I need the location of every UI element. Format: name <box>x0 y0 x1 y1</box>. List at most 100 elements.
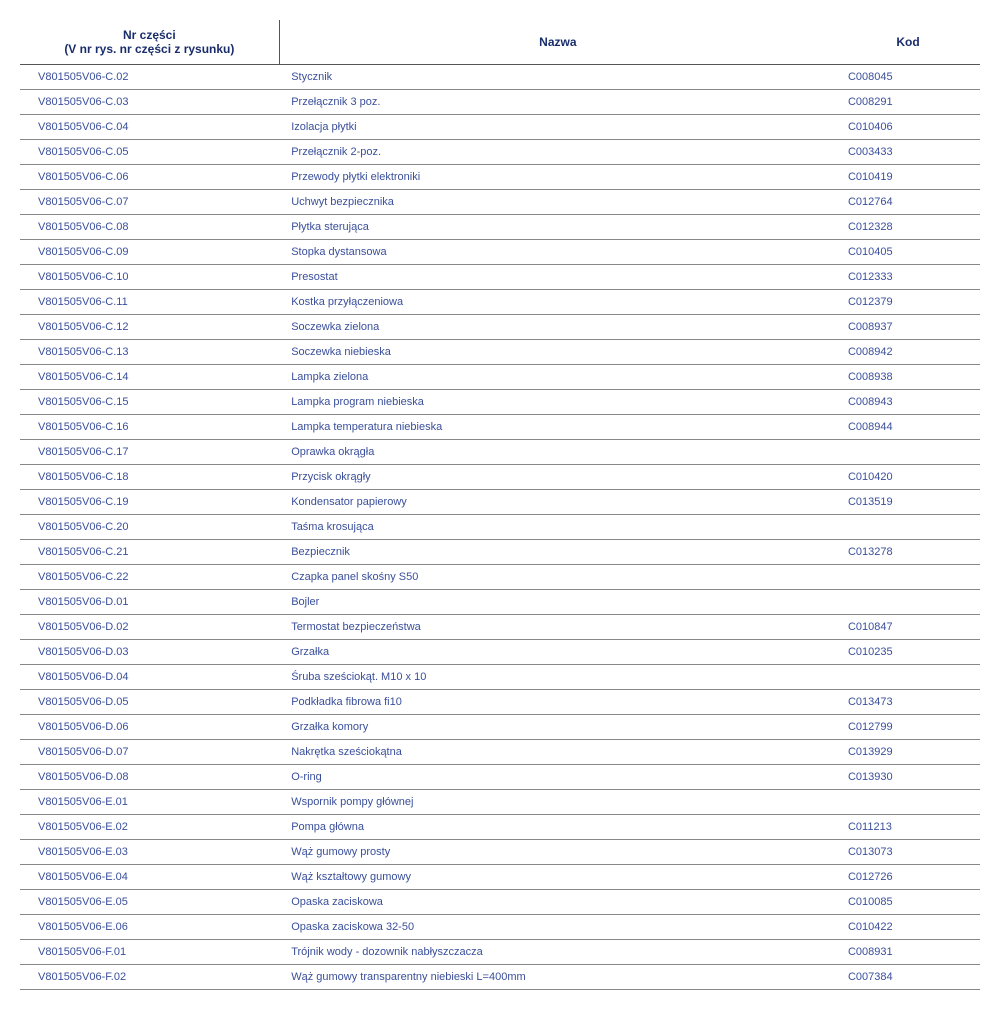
name-cell: Lampka zielona <box>279 365 836 390</box>
name-cell: Wspornik pompy głównej <box>279 790 836 815</box>
code-cell <box>836 665 980 690</box>
table-row: V801505V06-C.12Soczewka zielonaC008937 <box>20 315 980 340</box>
code-cell: C013930 <box>836 765 980 790</box>
table-row: V801505V06-D.05Podkładka fibrowa fi10C01… <box>20 690 980 715</box>
code-cell: C010422 <box>836 915 980 940</box>
table-row: V801505V06-C.20Taśma krosująca <box>20 515 980 540</box>
code-cell: C010405 <box>836 240 980 265</box>
part-number-cell: V801505V06-C.12 <box>20 315 279 340</box>
table-row: V801505V06-C.08Płytka sterującaC012328 <box>20 215 980 240</box>
code-cell: C010085 <box>836 890 980 915</box>
table-row: V801505V06-C.14Lampka zielonaC008938 <box>20 365 980 390</box>
table-row: V801505V06-F.01Trójnik wody - dozownik n… <box>20 940 980 965</box>
code-cell: C008938 <box>836 365 980 390</box>
part-number-cell: V801505V06-D.02 <box>20 615 279 640</box>
table-row: V801505V06-C.21BezpiecznikC013278 <box>20 540 980 565</box>
part-number-cell: V801505V06-F.02 <box>20 965 279 990</box>
table-row: V801505V06-C.18Przycisk okrągłyC010420 <box>20 465 980 490</box>
table-body: V801505V06-C.02StycznikC008045V801505V06… <box>20 65 980 990</box>
name-cell: Grzałka komory <box>279 715 836 740</box>
name-cell: Lampka program niebieska <box>279 390 836 415</box>
header-row: Nr części(V nr rys. nr części z rysunku)… <box>20 20 980 65</box>
part-number-cell: V801505V06-E.01 <box>20 790 279 815</box>
part-number-cell: V801505V06-C.18 <box>20 465 279 490</box>
part-number-cell: V801505V06-D.03 <box>20 640 279 665</box>
part-number-cell: V801505V06-C.06 <box>20 165 279 190</box>
table-row: V801505V06-E.04Wąż kształtowy gumowyC012… <box>20 865 980 890</box>
table-row: V801505V06-D.03GrzałkaC010235 <box>20 640 980 665</box>
header-part-number: Nr części(V nr rys. nr części z rysunku) <box>20 20 279 65</box>
name-cell: Śruba sześciokąt. M10 x 10 <box>279 665 836 690</box>
code-cell: C008291 <box>836 90 980 115</box>
table-row: V801505V06-C.05Przełącznik 2-poz.C003433 <box>20 140 980 165</box>
name-cell: Opaska zaciskowa 32-50 <box>279 915 836 940</box>
part-number-cell: V801505V06-D.08 <box>20 765 279 790</box>
code-cell: C007384 <box>836 965 980 990</box>
part-number-cell: V801505V06-C.22 <box>20 565 279 590</box>
code-cell: C012799 <box>836 715 980 740</box>
code-cell: C012379 <box>836 290 980 315</box>
code-cell: C012328 <box>836 215 980 240</box>
code-cell: C010406 <box>836 115 980 140</box>
part-number-cell: V801505V06-F.01 <box>20 940 279 965</box>
part-number-cell: V801505V06-D.06 <box>20 715 279 740</box>
code-cell: C008045 <box>836 65 980 90</box>
code-cell: C012333 <box>836 265 980 290</box>
part-number-cell: V801505V06-D.04 <box>20 665 279 690</box>
name-cell: Kondensator papierowy <box>279 490 836 515</box>
part-number-cell: V801505V06-C.15 <box>20 390 279 415</box>
table-row: V801505V06-E.02Pompa głównaC011213 <box>20 815 980 840</box>
table-row: V801505V06-C.17Oprawka okrągła <box>20 440 980 465</box>
name-cell: Wąż kształtowy gumowy <box>279 865 836 890</box>
parts-table: Nr części(V nr rys. nr części z rysunku)… <box>20 20 980 990</box>
part-number-cell: V801505V06-C.14 <box>20 365 279 390</box>
part-number-cell: V801505V06-C.09 <box>20 240 279 265</box>
code-cell: C010847 <box>836 615 980 640</box>
code-cell: C010235 <box>836 640 980 665</box>
name-cell: Taśma krosująca <box>279 515 836 540</box>
code-cell: C003433 <box>836 140 980 165</box>
code-cell <box>836 440 980 465</box>
name-cell: Wąż gumowy transparentny niebieski L=400… <box>279 965 836 990</box>
table-row: V801505V06-C.22Czapka panel skośny S50 <box>20 565 980 590</box>
header-code: Kod <box>836 20 980 65</box>
table-row: V801505V06-C.16Lampka temperatura niebie… <box>20 415 980 440</box>
code-cell: C013278 <box>836 540 980 565</box>
code-cell <box>836 590 980 615</box>
code-cell: C008943 <box>836 390 980 415</box>
name-cell: Stopka dystansowa <box>279 240 836 265</box>
part-number-cell: V801505V06-E.04 <box>20 865 279 890</box>
table-row: V801505V06-D.01Bojler <box>20 590 980 615</box>
table-row: V801505V06-C.07Uchwyt bezpiecznikaC01276… <box>20 190 980 215</box>
code-cell: C008937 <box>836 315 980 340</box>
table-row: V801505V06-C.13Soczewka niebieskaC008942 <box>20 340 980 365</box>
table-row: V801505V06-E.03Wąż gumowy prostyC013073 <box>20 840 980 865</box>
name-cell: Uchwyt bezpiecznika <box>279 190 836 215</box>
part-number-cell: V801505V06-C.08 <box>20 215 279 240</box>
name-cell: Płytka sterująca <box>279 215 836 240</box>
part-number-cell: V801505V06-C.02 <box>20 65 279 90</box>
table-header: Nr części(V nr rys. nr części z rysunku)… <box>20 20 980 65</box>
name-cell: Presostat <box>279 265 836 290</box>
code-cell: C013929 <box>836 740 980 765</box>
code-cell <box>836 565 980 590</box>
part-number-cell: V801505V06-C.11 <box>20 290 279 315</box>
name-cell: Stycznik <box>279 65 836 90</box>
table-row: V801505V06-C.03Przełącznik 3 poz.C008291 <box>20 90 980 115</box>
part-number-cell: V801505V06-C.07 <box>20 190 279 215</box>
table-row: V801505V06-D.08O-ringC013930 <box>20 765 980 790</box>
name-cell: Izolacja płytki <box>279 115 836 140</box>
name-cell: Termostat bezpieczeństwa <box>279 615 836 640</box>
table-row: V801505V06-F.02Wąż gumowy transparentny … <box>20 965 980 990</box>
name-cell: Soczewka niebieska <box>279 340 836 365</box>
part-number-cell: V801505V06-C.05 <box>20 140 279 165</box>
name-cell: Grzałka <box>279 640 836 665</box>
name-cell: Nakrętka sześciokątna <box>279 740 836 765</box>
table-row: V801505V06-E.06Opaska zaciskowa 32-50C01… <box>20 915 980 940</box>
name-cell: Wąż gumowy prosty <box>279 840 836 865</box>
code-cell: C013073 <box>836 840 980 865</box>
part-number-cell: V801505V06-E.03 <box>20 840 279 865</box>
part-number-cell: V801505V06-C.19 <box>20 490 279 515</box>
name-cell: Trójnik wody - dozownik nabłyszczacza <box>279 940 836 965</box>
table-row: V801505V06-C.09Stopka dystansowaC010405 <box>20 240 980 265</box>
